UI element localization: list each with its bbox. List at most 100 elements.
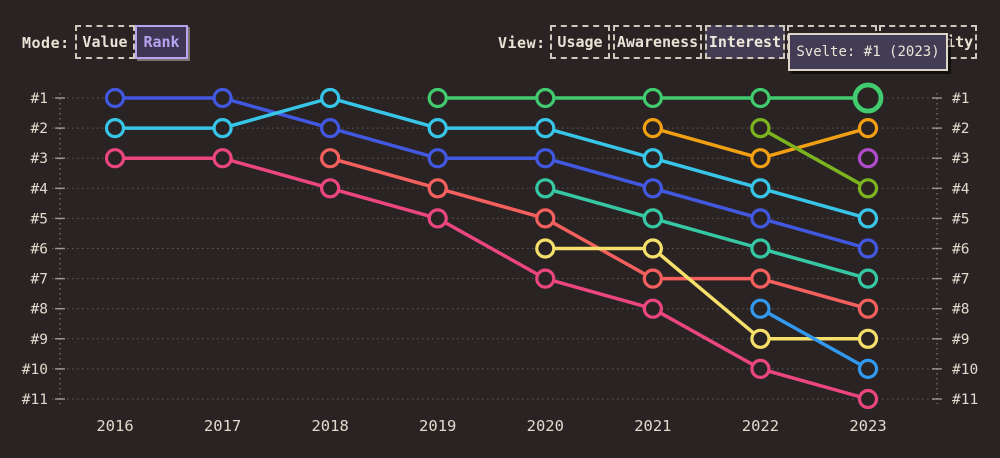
rank-label-left: #3 [31,151,48,167]
data-point[interactable] [857,388,879,410]
rank-label-right: #11 [952,392,978,408]
rank-label-right: #4 [952,181,970,197]
year-label: 2016 [96,417,133,435]
data-point[interactable] [750,208,771,229]
data-point[interactable] [750,298,771,319]
rank-label-left: #7 [31,272,48,288]
series-line [113,96,870,251]
year-label: 2022 [742,417,779,435]
data-point[interactable] [857,148,879,169]
data-point[interactable] [535,118,556,139]
mode-button-value[interactable]: Value [75,25,135,59]
data-point[interactable] [320,178,341,199]
data-point[interactable] [750,87,771,109]
data-point[interactable] [212,87,233,109]
data-point[interactable] [857,358,879,379]
data-point[interactable] [427,118,448,139]
data-point[interactable] [750,118,771,139]
data-point[interactable] [642,238,663,259]
data-point[interactable] [104,118,126,139]
rank-label-right: #1 [952,91,969,107]
data-point[interactable] [427,208,448,229]
rank-label-left: #1 [31,91,48,107]
tooltip: Svelte: #1 (2023) [788,33,948,71]
rank-label-left: #6 [31,242,48,258]
series-line [758,126,870,191]
data-point[interactable] [750,238,771,259]
rank-label-right: #3 [952,151,969,167]
series-royal-blue [104,87,879,259]
rank-label-right: #10 [952,362,978,378]
data-point[interactable] [857,328,879,349]
rank-label-left: #9 [31,332,48,348]
view-button-interest[interactable]: Interest [705,25,785,59]
data-point[interactable] [857,268,879,289]
data-point[interactable] [320,118,341,139]
series-line [758,306,870,371]
series-line [543,186,870,281]
data-point[interactable] [320,87,341,109]
data-point[interactable] [104,87,126,109]
data-point[interactable] [750,178,771,199]
series-amber-orange [642,118,879,169]
year-label: 2021 [634,417,671,435]
year-label: 2019 [419,417,456,435]
data-point[interactable] [320,148,341,169]
mode-label: Mode: [22,34,70,52]
view-button-usage[interactable]: Usage [550,25,610,59]
data-point[interactable] [212,148,233,169]
data-point[interactable] [535,87,556,109]
data-point[interactable] [535,178,556,199]
chart-grid: #1 #1 #2 #2 #3 #3 #4 #4 #5 #5 #6 #6 #7 #7 #8 #8 #9 #9 #10 #… [22,91,978,435]
tooltip-text: Svelte: #1 (2023) [796,44,940,60]
data-point[interactable] [642,298,663,319]
series-line [113,96,870,221]
rank-label-right: #8 [952,302,969,318]
data-point[interactable] [535,268,556,289]
data-point[interactable] [104,148,126,169]
data-point[interactable] [642,118,663,139]
rank-label-left: #4 [31,181,49,197]
view-button-awareness[interactable]: Awareness [613,25,702,59]
data-point[interactable] [642,268,663,289]
rank-label-left: #5 [31,211,48,227]
rank-label-right: #7 [952,272,969,288]
data-point[interactable] [857,238,879,259]
year-label: 2017 [204,417,241,435]
data-point[interactable] [750,358,771,379]
data-point[interactable] [535,148,556,169]
rank-label-left: #11 [22,392,48,408]
data-point[interactable] [857,208,879,229]
data-point[interactable] [535,238,556,259]
data-point[interactable] [857,298,879,319]
series-yellow [535,238,879,349]
data-point[interactable] [857,118,879,139]
mode-button-rank[interactable]: Rank [135,25,188,59]
data-point[interactable] [535,208,556,229]
data-point[interactable] [750,328,771,349]
rank-label-right: #2 [952,121,969,137]
series-purple [857,148,879,169]
data-point[interactable] [642,178,663,199]
data-point[interactable] [857,178,879,199]
rank-label-left: #2 [31,121,48,137]
series-line [328,156,870,311]
data-point[interactable] [750,148,771,169]
data-point[interactable] [427,178,448,199]
rank-label-right: #6 [952,242,969,258]
data-point[interactable] [642,87,663,109]
data-point[interactable] [427,148,448,169]
data-point[interactable] [427,87,448,109]
series-line [113,156,870,401]
data-point[interactable] [212,118,233,139]
series-magenta-pink [104,148,879,410]
view-label: View: [498,34,546,52]
data-point[interactable] [642,148,663,169]
data-point[interactable] [750,268,771,289]
highlighted-data-point[interactable] [852,82,884,114]
year-label: 2018 [311,417,348,435]
data-point[interactable] [642,208,663,229]
series-teal [535,178,879,289]
